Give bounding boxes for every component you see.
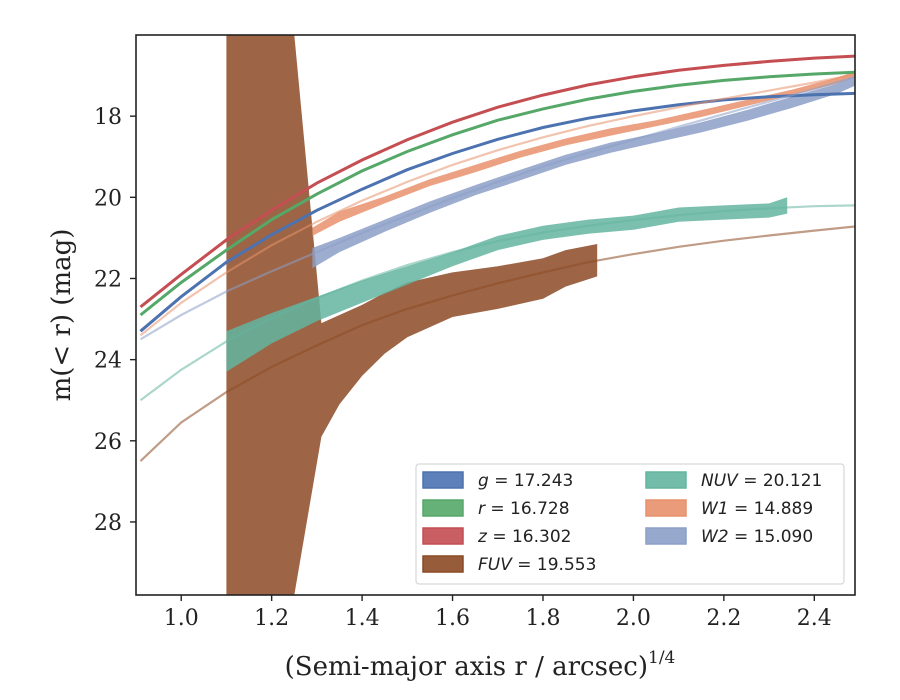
legend-swatch-nuv (645, 471, 687, 489)
legend-label-nuv: NUV = 20.121 (701, 471, 822, 491)
confidence-bands (226, 35, 855, 595)
curve-w1 (139, 73, 855, 337)
curve-r (139, 70, 855, 317)
legend-swatch-w2 (645, 527, 687, 545)
y-tick-label: 22 (94, 267, 122, 292)
x-tick-label: 2.2 (706, 606, 741, 631)
legend-swatch-fuv (422, 555, 464, 573)
legend: g = 17.243 r = 16.728 z = 16.302 FUV = 19.5… (415, 463, 845, 585)
x-tick-label: 1.0 (164, 606, 199, 631)
band-nuv (226, 197, 788, 372)
curve-z (139, 54, 855, 309)
legend-swatch-r (422, 499, 464, 517)
x-axis-ticks: 1.0 1.2 1.4 1.6 1.8 2.0 2.2 2.4 (164, 595, 832, 631)
x-tick-label: 2.0 (616, 606, 651, 631)
model-curves (139, 54, 855, 462)
legend-label-fuv: FUV = 19.553 (478, 555, 596, 575)
legend-label-r: r = 16.728 (478, 499, 570, 519)
x-tick-label: 2.4 (797, 606, 832, 631)
y-axis-ticks: 18 20 22 24 26 28 (94, 105, 136, 536)
curve-fuv (139, 225, 855, 462)
curve-w2 (139, 75, 855, 341)
x-tick-label: 1.6 (435, 606, 470, 631)
x-tick-label: 1.2 (254, 606, 289, 631)
legend-box (415, 463, 845, 585)
legend-label-w1: W1 = 14.889 (701, 499, 813, 519)
x-tick-label: 1.8 (525, 606, 560, 631)
legend-label-z: z = 16.302 (477, 527, 571, 547)
y-tick-label: 28 (94, 511, 122, 536)
y-tick-label: 26 (94, 430, 122, 455)
legend-label-g: g = 17.243 (478, 471, 573, 491)
legend-swatch-z (422, 527, 464, 545)
y-tick-label: 24 (94, 349, 122, 374)
curve-nuv (139, 204, 855, 402)
band-fuv (226, 35, 598, 595)
plot-frame (135, 34, 856, 596)
x-axis-label: (Semi-major axis r / arcsec)1/4 (285, 648, 676, 682)
y-tick-label: 20 (94, 186, 122, 211)
y-axis-label: m(< r) (mag) (47, 229, 77, 402)
legend-swatch-g (422, 471, 464, 489)
legend-swatch-w1 (645, 499, 687, 517)
band-w1 (312, 71, 855, 236)
legend-label-w2: W2 = 15.090 (701, 527, 813, 547)
y-tick-label: 18 (94, 105, 122, 130)
band-w2 (312, 76, 855, 269)
x-tick-label: 1.4 (345, 606, 380, 631)
curve-g (139, 91, 855, 333)
